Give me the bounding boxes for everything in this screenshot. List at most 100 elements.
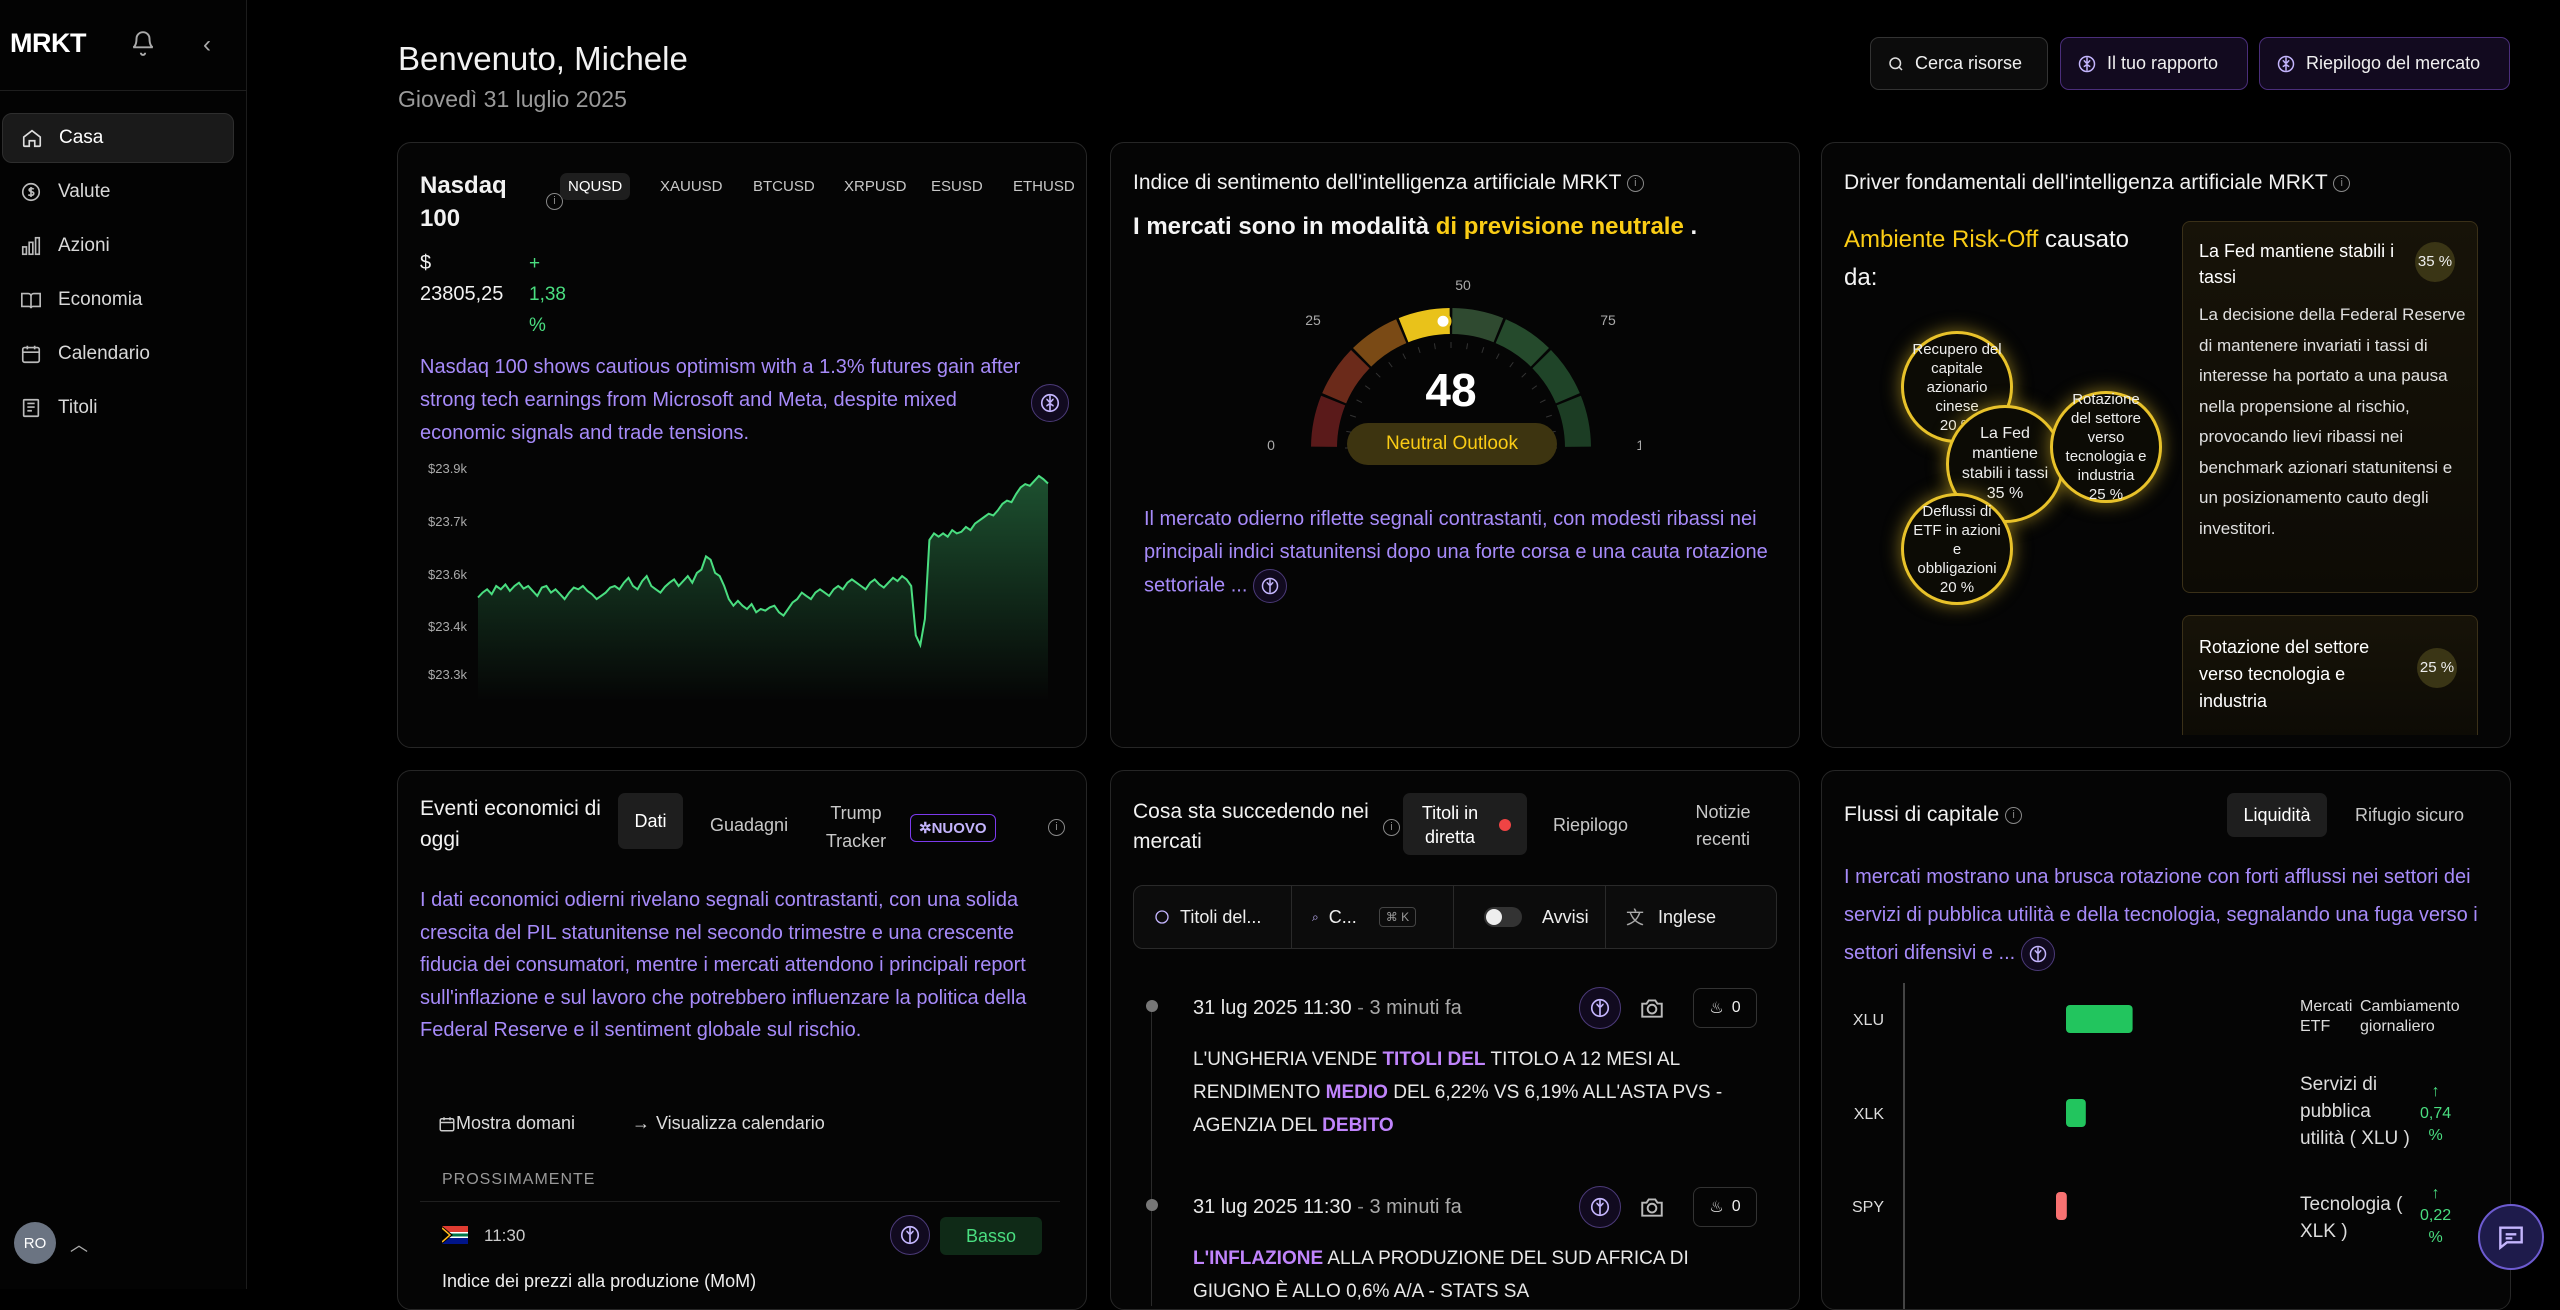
- sidebar-divider: [0, 90, 247, 91]
- y-tick-label: $23.7k: [428, 514, 468, 529]
- tab-safe-haven[interactable]: Rifugio sicuro: [2355, 805, 2465, 825]
- headlines-filter[interactable]: Titoli del...: [1134, 886, 1292, 948]
- gauge-tick-label: 25: [1305, 312, 1321, 328]
- tab-liquidity[interactable]: Liquidità: [2227, 793, 2327, 837]
- search-label: Cerca risorse: [1915, 53, 2023, 73]
- camera-icon[interactable]: [1631, 1186, 1673, 1228]
- driver-bubble[interactable]: Deflussi di ETF in azioni e obbligazioni…: [1901, 493, 2013, 605]
- arrow-up-icon: ↑: [2431, 1083, 2440, 1100]
- sidebar-item-titoli[interactable]: Titoli: [2, 383, 234, 433]
- chevron-up-icon[interactable]: ︿: [70, 1235, 88, 1255]
- view-calendar-button[interactable]: → Visualizza calendario: [632, 1113, 825, 1134]
- market-summary-button[interactable]: Riepilogo del mercato: [2259, 37, 2510, 90]
- brain-icon: [2078, 55, 2096, 72]
- tab-guadagni[interactable]: Guadagni: [710, 815, 789, 835]
- price-line: [477, 474, 1049, 649]
- sentiment-title: Indice di sentimento dell'intelligenza a…: [1133, 171, 1644, 195]
- sidebar: MRKT ‹ Casa Valute Azioni Economia Calen…: [0, 0, 247, 1289]
- command-search[interactable]: ⌕ C... ⌘ K: [1292, 886, 1454, 948]
- ai-brain-button[interactable]: [1579, 987, 1621, 1029]
- info-icon[interactable]: i: [1048, 819, 1065, 836]
- fire-icon: ♨: [1709, 1199, 1724, 1216]
- toggle-switch[interactable]: [1484, 907, 1522, 927]
- info-icon[interactable]: i: [1626, 174, 1644, 192]
- news-filter-bar: Titoli del... ⌕ C... ⌘ K Avvisi 文 Ingles…: [1133, 885, 1777, 949]
- ai-brain-button[interactable]: [2020, 936, 2055, 971]
- search-resources-button[interactable]: Cerca risorse: [1870, 37, 2048, 90]
- gauge-segment: [1311, 395, 1346, 447]
- show-tomorrow-button[interactable]: Mostra domani: [438, 1113, 575, 1134]
- info-icon[interactable]: i: [1383, 819, 1400, 836]
- tab-summary[interactable]: Riepilogo: [1553, 815, 1629, 835]
- news-headline[interactable]: L'INFLAZIONE ALLA PRODUZIONE DEL SUD AFR…: [1193, 1242, 1753, 1308]
- info-icon[interactable]: i: [546, 193, 563, 210]
- translate-icon: 文: [1626, 908, 1644, 928]
- sidebar-item-calendario[interactable]: Calendario: [2, 329, 234, 379]
- timeline-dot: [1146, 1000, 1158, 1012]
- collapse-sidebar-icon[interactable]: ‹: [203, 31, 211, 58]
- sidebar-item-economia[interactable]: Economia: [2, 275, 234, 325]
- alerts-toggle[interactable]: Avvisi: [1454, 886, 1606, 948]
- headline-post: .: [1690, 213, 1698, 240]
- info-icon[interactable]: i: [2333, 174, 2351, 192]
- notifications-bell-icon[interactable]: [130, 30, 160, 60]
- tab-xrpusd[interactable]: XRPUSD: [844, 178, 907, 195]
- tab-esusd[interactable]: ESUSD: [931, 178, 983, 195]
- ticker-title: Nasdaq 100: [420, 169, 507, 235]
- tab-live-headlines[interactable]: Titoli in diretta: [1403, 793, 1527, 855]
- user-avatar[interactable]: RO: [14, 1222, 56, 1264]
- gauge-value: 48: [1425, 364, 1477, 416]
- environment-highlight: Ambiente Risk-Off: [1844, 226, 2039, 253]
- tab-trump-tracker[interactable]: Trump Tracker: [825, 803, 887, 851]
- language-select[interactable]: 文 Inglese: [1606, 886, 1776, 948]
- headline-keyword: DEBITO: [1322, 1115, 1394, 1136]
- flows-summary-text: I mercati mostrano una brusca rotazione …: [1844, 866, 2478, 964]
- headlines-filter-label: Titoli del...: [1180, 906, 1262, 927]
- info-icon[interactable]: i: [2005, 806, 2023, 824]
- brain-icon: [2029, 945, 2046, 962]
- event-name: Indice dei prezzi alla produzione (MoM): [442, 1271, 757, 1291]
- tab-ethusd[interactable]: ETHUSD: [1013, 178, 1075, 195]
- driver-detail-card[interactable]: Rotazione del settore verso tecnologia e…: [2182, 615, 2478, 735]
- change-unit: %: [529, 315, 546, 336]
- gauge-segment: [1452, 308, 1504, 343]
- ai-brain-button[interactable]: [1252, 569, 1287, 603]
- bar-chart-icon: [21, 236, 41, 256]
- tab-recent-news[interactable]: Notizie recenti: [1695, 802, 1751, 849]
- sidebar-item-valute[interactable]: Valute: [2, 167, 234, 217]
- reaction-button[interactable]: ♨ 0: [1693, 988, 1757, 1028]
- your-report-button[interactable]: Il tuo rapporto: [2060, 37, 2248, 90]
- reaction-button[interactable]: ♨ 0: [1693, 1187, 1757, 1227]
- flows-title: Flussi di capitale i: [1844, 803, 2023, 827]
- reaction-count: 0: [1731, 999, 1741, 1016]
- tab-nqusd[interactable]: NQUSD: [560, 173, 631, 200]
- ticker-title-line1: Nasdaq: [420, 172, 507, 199]
- timeline-line: [1151, 1006, 1152, 1306]
- environment-post: causato da:: [1844, 226, 2130, 291]
- driver-bubble[interactable]: Rotazione del settore verso tecnologia e…: [2050, 391, 2162, 503]
- ai-brain-button[interactable]: [890, 1215, 930, 1255]
- ai-brain-button[interactable]: [1031, 384, 1069, 422]
- upcoming-label: PROSSIMAMENTE: [442, 1171, 596, 1188]
- sidebar-item-azioni[interactable]: Azioni: [2, 221, 234, 271]
- flow-bar[interactable]: [2066, 1005, 2133, 1033]
- chat-button[interactable]: [2478, 1204, 2544, 1270]
- flow-change-unit: %: [2428, 1127, 2443, 1144]
- news-headline[interactable]: L'UNGHERIA VENDE TITOLI DEL TITOLO A 12 …: [1193, 1043, 1753, 1142]
- drivers-card: Driver fondamentali dell'intelligenza ar…: [1821, 142, 2511, 748]
- tab-dati[interactable]: Dati: [618, 793, 683, 849]
- camera-icon[interactable]: [1631, 987, 1673, 1029]
- sidebar-item-label: Casa: [59, 127, 104, 148]
- flow-ticker-label: SPY: [1852, 1199, 1884, 1216]
- search-icon: ⌕: [1312, 909, 1319, 924]
- driver-detail-card[interactable]: La Fed mantiene stabili i tassi 35 % La …: [2182, 221, 2478, 593]
- tab-btcusd[interactable]: BTCUSD: [753, 178, 815, 195]
- flow-bar[interactable]: [2056, 1192, 2067, 1220]
- tab-xauusd[interactable]: XAUUSD: [660, 178, 723, 195]
- command-search-label: C...: [1328, 906, 1357, 927]
- sidebar-item-casa[interactable]: Casa: [2, 113, 234, 163]
- south-africa-flag-icon: [441, 1226, 468, 1244]
- flow-bar[interactable]: [2066, 1099, 2086, 1127]
- ai-brain-button[interactable]: [1579, 1186, 1621, 1228]
- bubble-label: Rotazione del settore verso tecnologia e…: [2065, 391, 2147, 484]
